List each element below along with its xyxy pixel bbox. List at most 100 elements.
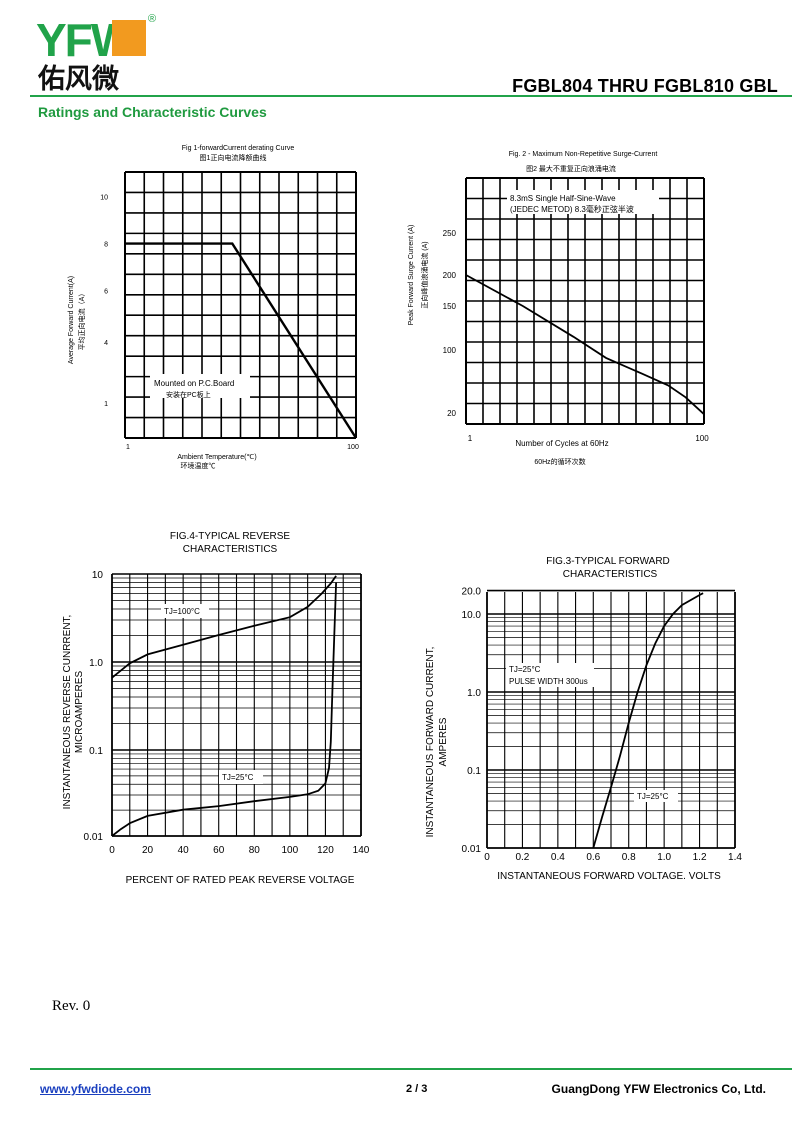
fig1-annotation-cn: 安装在PC板上 <box>166 390 211 399</box>
fig4-title-2: CHARACTERISTICS <box>183 544 278 555</box>
fig4-x-tick: 60 <box>213 845 225 856</box>
fig3-y-axis-label: INSTANTANEOUS FORWARD CURRENT, <box>425 647 436 838</box>
fig4-y-tick: 0.01 <box>84 832 104 843</box>
fig4-label-tj25-bg <box>219 770 263 784</box>
fig4-series-tj100 <box>111 575 337 679</box>
company-logo: YFW ® 佑风微 <box>36 13 156 94</box>
fig2-y-tick: 20 <box>447 409 456 418</box>
fig4-label-tj100-bg <box>161 604 209 618</box>
fig3-x-tick: 1.0 <box>657 852 671 863</box>
fig1-y-tick: 6 <box>104 289 108 296</box>
fig4-y-tick-labels: 10 1.0 0.1 0.01 <box>84 570 104 843</box>
fig2-grid <box>465 177 705 425</box>
fig3-label-bg <box>634 790 678 802</box>
fig4-y-tick: 1.0 <box>89 658 103 669</box>
fig4-title: FIG.4-TYPICAL REVERSE <box>170 531 291 542</box>
fig3-x-tick: 0 <box>484 852 490 863</box>
footer-divider <box>30 1068 792 1070</box>
fig2-series-line <box>465 274 705 415</box>
fig3-x-tick: 0.6 <box>586 852 600 863</box>
charts-canvas: Fig 1-forwardCurrent derating Curve 图1正向… <box>62 145 742 886</box>
fig4-x-tick: 140 <box>353 845 370 856</box>
fig3-y-tick: 0.01 <box>462 844 482 855</box>
fig4-x-tick: 0 <box>109 845 115 856</box>
fig2-x-tick: 100 <box>695 434 709 443</box>
section-title: Ratings and Characteristic Curves <box>38 104 267 120</box>
fig3-y-tick: 0.1 <box>467 766 481 777</box>
fig3-x-tick-labels: 0 0.2 0.4 0.6 0.8 1.0 1.2 1.4 <box>484 852 742 863</box>
fig3-x-tick: 0.8 <box>622 852 636 863</box>
fig4-label-tj25: TJ=25°C <box>222 773 254 782</box>
fig3-x-tick: 0.4 <box>551 852 565 863</box>
fig3-annotation-bg <box>506 663 594 687</box>
fig2-y-tick: 200 <box>443 271 457 280</box>
page-number: 2 / 3 <box>406 1083 428 1095</box>
fig4-x-tick: 120 <box>317 845 334 856</box>
fig1-y-tick: 10 <box>100 195 108 202</box>
fig3-x-axis-label: INSTANTANEOUS FORWARD VOLTAGE. VOLTS <box>497 871 721 882</box>
fig4-y-tick: 10 <box>92 570 104 581</box>
fig1-y-axis-label: Average Forward Current(A) <box>68 276 75 364</box>
fig2-y-tick: 150 <box>443 302 457 311</box>
fig2-title-cn: 图2 最大不重复正向浪涌电流 <box>526 164 616 173</box>
fig4-y-axis-label: INSTANTANEOUS REVERSE CUNRRENT, <box>62 615 73 810</box>
fig2-title: Fig. 2 - Maximum Non-Repetitive Surge-Cu… <box>509 151 658 158</box>
fig1-y-axis-label-cn: 平均正向电流（A） <box>77 290 86 351</box>
logo-orange-block <box>112 20 146 56</box>
fig3-annotation-2: PULSE WIDTH 300us <box>509 677 588 686</box>
fig2-y-axis-label-cn: 正向峰值浪涌电流 (A) <box>420 241 429 308</box>
fig4-chart: FIG.4-TYPICAL REVERSE CHARACTERISTICS 10… <box>62 531 370 886</box>
fig4-x-tick: 40 <box>178 845 190 856</box>
fig2-y-tick: 250 <box>443 229 457 238</box>
fig1-x-axis-label-cn: 环境温度℃ <box>181 461 216 470</box>
fig4-series-tj25 <box>111 582 337 837</box>
logo-chinese: 佑风微 <box>37 64 119 94</box>
fig4-x-axis-label: PERCENT OF RATED PEAK REVERSE VOLTAGE <box>126 875 355 886</box>
fig1-x-tick-labels: 1 100 <box>126 444 359 451</box>
fig3-y-tick-labels: 20.0 10.0 1.0 0.1 0.01 <box>462 587 482 855</box>
fig3-x-tick: 0.2 <box>515 852 529 863</box>
fig1-y-tick: 1 <box>104 401 108 408</box>
fig2-y-tick-labels: 250 200 150 100 20 <box>443 229 457 418</box>
fig1-chart: Fig 1-forwardCurrent derating Curve 图1正向… <box>68 145 359 470</box>
fig4-x-tick: 80 <box>249 845 261 856</box>
fig1-x-tick: 1 <box>126 444 130 451</box>
fig2-annotation-2: (JEDEC METOD) 8.3毫秒正弦半波 <box>510 204 634 214</box>
fig3-y-tick: 20.0 <box>462 587 482 598</box>
fig3-chart: FIG.3-TYPICAL FORWARD CHARACTERISTICS 20… <box>425 556 742 882</box>
fig3-title: FIG.3-TYPICAL FORWARD <box>546 556 670 567</box>
fig1-annotation-bg <box>150 374 250 398</box>
fig2-x-tick: 1 <box>468 434 473 443</box>
fig3-y-axis-label-2: AMPERES <box>438 717 449 766</box>
fig1-y-tick: 4 <box>104 340 108 347</box>
fig3-x-tick: 1.2 <box>693 852 707 863</box>
fig2-x-axis-label-cn: 60Hz的循环次数 <box>534 457 585 466</box>
fig3-x-tick: 1.4 <box>728 852 742 863</box>
fig3-series-line <box>592 592 704 849</box>
fig2-x-axis-label: Number of Cycles at 60Hz <box>515 439 608 448</box>
fig3-y-tick: 1.0 <box>467 688 481 699</box>
footer-website-link[interactable]: www.yfwdiode.com <box>40 1082 151 1096</box>
fig1-title: Fig 1-forwardCurrent derating Curve <box>182 145 295 152</box>
revision-label: Rev. 0 <box>52 998 91 1014</box>
fig3-annotation: TJ=25°C <box>509 665 541 674</box>
logo-registered-mark: ® <box>148 13 156 25</box>
fig1-y-tick: 8 <box>104 242 108 249</box>
fig1-x-tick: 100 <box>347 444 359 451</box>
fig1-title-cn: 图1正向电流降额曲线 <box>200 153 267 162</box>
fig1-x-axis-label: Ambient Temperature(℃) <box>177 454 256 461</box>
fig4-grid <box>111 573 362 837</box>
fig4-label-tj100: TJ=100°C <box>164 607 200 616</box>
fig4-x-tick-labels: 0 20 40 60 80 100 120 140 <box>109 845 370 856</box>
fig2-y-tick: 100 <box>443 346 457 355</box>
header-divider <box>30 95 792 97</box>
footer-company: GuangDong YFW Electronics Co, Ltd. <box>551 1082 766 1096</box>
fig3-series-label: TJ=25°C <box>637 792 669 801</box>
fig3-grid <box>486 589 736 849</box>
fig2-x-tick-labels: 1 100 <box>468 434 709 443</box>
fig2-y-axis-label: Peak Forward Surge Current (A) <box>408 225 415 326</box>
fig4-y-axis-label-2: MICROAMPERES <box>74 671 85 754</box>
fig1-y-tick-labels: 10 8 6 4 1 <box>100 195 108 409</box>
fig2-annotation: 8.3mS Single Half-Sine-Wave <box>510 194 616 203</box>
fig1-grid <box>124 171 357 439</box>
